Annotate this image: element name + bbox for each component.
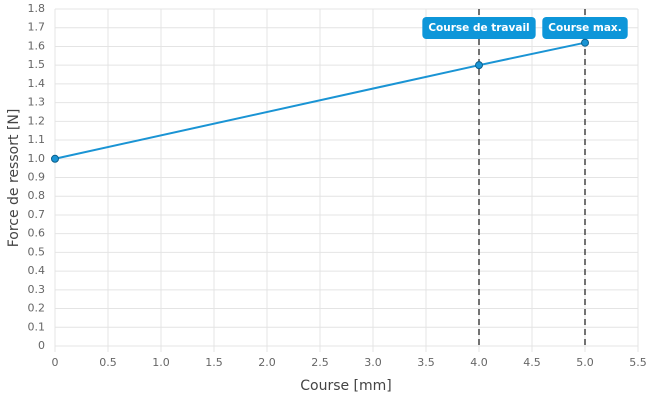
x-tick-label: 3.0 (364, 356, 382, 369)
y-tick-label: 0.5 (28, 245, 46, 258)
annotation-label: Course de travail (422, 17, 536, 39)
x-tick-label: 5.0 (576, 356, 594, 369)
y-tick-label: 0.6 (28, 227, 46, 240)
y-tick-label: 0.1 (28, 320, 46, 333)
x-tick-label: 0 (52, 356, 59, 369)
x-tick-label: 1.0 (152, 356, 170, 369)
annotation-text: Course max. (548, 22, 621, 34)
y-tick-label: 1.7 (28, 21, 46, 34)
y-tick-label: 0.7 (28, 208, 46, 221)
annotation-box (422, 17, 536, 39)
y-tick-label: 0.8 (28, 189, 46, 202)
y-axis-label: Force de ressort [N] (6, 109, 22, 248)
y-tick-label: 1.6 (28, 39, 46, 52)
x-tick-label: 1.5 (205, 356, 223, 369)
data-point (581, 38, 589, 47)
x-tick-label: 5.5 (629, 356, 647, 369)
y-tick-label: 0.2 (28, 302, 46, 315)
y-tick-label: 1.4 (28, 77, 46, 90)
y-tick-label: 1.5 (28, 58, 46, 71)
y-tick-label: 1.8 (28, 2, 46, 15)
x-tick-label: 2.5 (311, 356, 329, 369)
annotation-box (542, 17, 628, 39)
x-tick-label: 3.5 (417, 356, 435, 369)
y-tick-label: 1.0 (28, 152, 46, 165)
x-tick-label: 2.0 (258, 356, 276, 369)
annotation-label: Course max. (542, 17, 628, 39)
data-point (475, 61, 483, 70)
y-tick-label: 1.1 (28, 133, 46, 146)
y-tick-label: 0.3 (28, 283, 46, 296)
y-tick-label: 0.4 (28, 264, 46, 277)
y-tick-label: 0.9 (28, 171, 46, 184)
y-tick-label: 1.2 (28, 114, 46, 127)
y-tick-label: 0 (38, 339, 45, 352)
x-tick-label: 4.0 (470, 356, 488, 369)
annotation-text: Course de travail (428, 22, 529, 34)
x-axis-label: Course [mm] (300, 378, 392, 394)
data-point (51, 154, 59, 163)
x-tick-label: 4.5 (523, 356, 541, 369)
x-tick-label: 0.5 (99, 356, 117, 369)
y-tick-label: 1.3 (28, 96, 46, 109)
